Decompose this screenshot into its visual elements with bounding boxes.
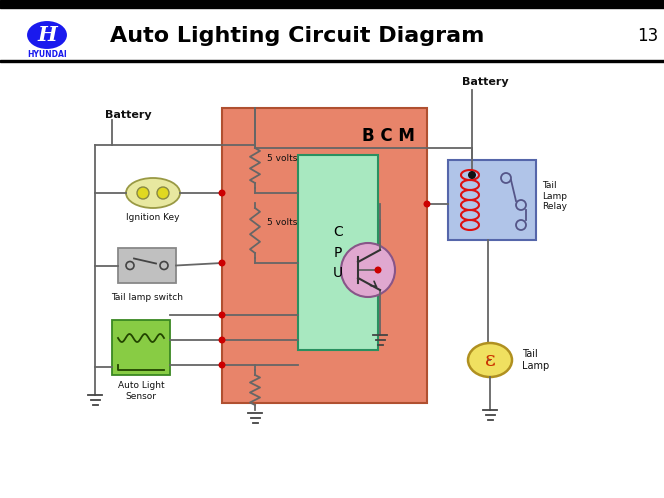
Bar (0, 60, 664, 62)
Circle shape (218, 190, 226, 197)
Text: HYUNDAI: HYUNDAI (27, 49, 67, 58)
Bar (222, 108, 427, 403)
Ellipse shape (26, 20, 68, 50)
Text: Tail lamp switch: Tail lamp switch (111, 292, 183, 301)
Circle shape (218, 362, 226, 369)
Text: H: H (37, 25, 57, 45)
Text: Battery: Battery (105, 110, 151, 120)
Text: Tail
Lamp
Relay: Tail Lamp Relay (542, 181, 567, 211)
Circle shape (374, 266, 382, 273)
Text: Battery: Battery (462, 77, 509, 87)
Circle shape (218, 259, 226, 266)
Circle shape (424, 201, 430, 208)
Circle shape (218, 337, 226, 344)
Ellipse shape (468, 343, 512, 377)
Bar (0, 8, 664, 60)
Text: ε: ε (485, 351, 495, 370)
Circle shape (137, 187, 149, 199)
Text: 13: 13 (637, 27, 659, 45)
Text: 5 volts: 5 volts (267, 154, 297, 163)
Bar (448, 160, 536, 240)
Text: Auto Lighting Circuit Diagram: Auto Lighting Circuit Diagram (110, 26, 484, 46)
Bar (118, 248, 176, 283)
Circle shape (468, 171, 476, 179)
Text: Tail
Lamp: Tail Lamp (522, 349, 549, 371)
Ellipse shape (126, 178, 180, 208)
Text: B C M: B C M (362, 127, 415, 145)
Bar (298, 155, 378, 350)
Text: 5 volts: 5 volts (267, 218, 297, 227)
Circle shape (341, 243, 395, 297)
Text: Ignition Key: Ignition Key (126, 213, 180, 222)
Bar (112, 320, 170, 375)
Circle shape (157, 187, 169, 199)
Bar (0, 0, 664, 8)
Text: Auto Light
Sensor: Auto Light Sensor (118, 381, 164, 401)
Text: C
P
U: C P U (333, 225, 343, 280)
Circle shape (218, 312, 226, 319)
